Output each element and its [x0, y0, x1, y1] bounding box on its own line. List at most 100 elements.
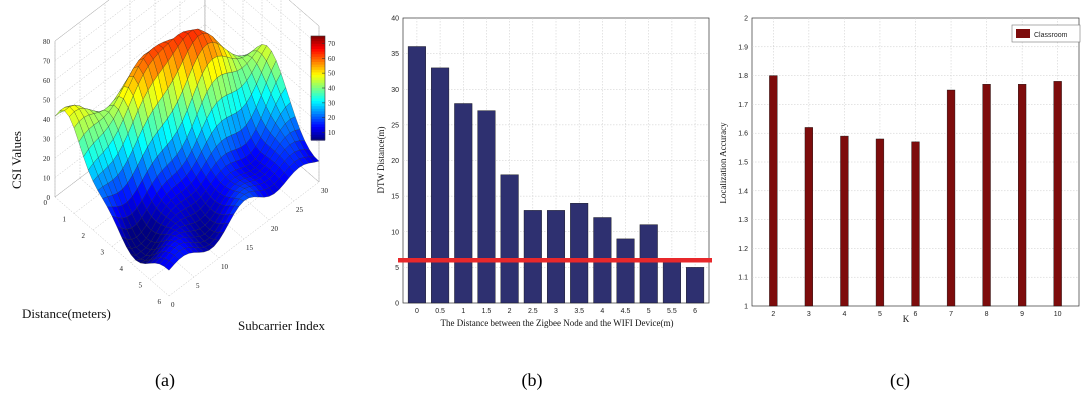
bar: [686, 267, 705, 304]
bar: [840, 135, 849, 307]
y-tick-label: 1.1: [738, 275, 748, 282]
z-tick-label: 60: [43, 77, 51, 85]
y-tick-label: 15: [246, 244, 254, 252]
legend: Classroom: [1011, 24, 1081, 43]
x-tick-label: 3.5: [574, 308, 584, 315]
y-tick-label: 0: [395, 301, 399, 308]
y-tick-label: 20: [391, 158, 399, 165]
x-tick-label: 4: [842, 311, 846, 318]
bar: [546, 210, 566, 304]
x-tick-label: 3: [101, 249, 105, 257]
y-tick-label: 30: [391, 87, 399, 94]
x-tick-label: 0: [44, 199, 48, 207]
y-tick-label: 30: [321, 187, 329, 195]
x-tick-label: 5.5: [667, 308, 677, 315]
x-tick-label: 0.5: [435, 308, 445, 315]
x-axis-label: Distance(meters): [22, 306, 111, 321]
x-tick-label: 4: [120, 265, 124, 273]
chart-b-bar: 0 5 10 15 20 25 30 35 40 0 0.5 1 1.5 2 2.5 3 3.5 4 4.5 5 5.5…: [376, 16, 712, 391]
z-tick-label: 10: [43, 175, 51, 183]
x-tick-label: 1: [461, 308, 465, 315]
y-tick-label: 1.7: [738, 102, 748, 109]
bar: [500, 174, 519, 304]
x-tick-label: 4.5: [621, 308, 631, 315]
x-tick-label: 10: [1054, 311, 1062, 318]
y-tick-label: 0: [171, 301, 175, 309]
bar: [982, 84, 991, 307]
y-tick-label: 2: [744, 16, 748, 23]
colorbar-tick-label: 20: [328, 114, 336, 122]
y-tick-label: 10: [221, 263, 229, 271]
c-x-axis-label: K: [903, 314, 910, 324]
bar: [477, 110, 496, 304]
chart-c-bar: 11.11.21.31.41.51.61.71.81.922 3 4 5 6 7 8 9 10 …: [720, 16, 1081, 391]
bar: [407, 46, 426, 304]
x-tick-label: 2.5: [528, 308, 538, 315]
z-tick-label: 40: [43, 116, 51, 124]
x-tick-label: 0: [415, 308, 419, 315]
legend-swatch: [1016, 29, 1030, 38]
y-tick-label: 1: [744, 304, 748, 311]
y-tick-label: 1.2: [738, 246, 748, 253]
x-tick-label: 8: [985, 311, 989, 318]
y-tick-label: 1.3: [738, 217, 748, 224]
x-tick-label: 1: [63, 216, 67, 224]
bar: [662, 260, 681, 304]
y-axis-label: Subcarrier Index: [238, 318, 325, 333]
z-tick-label: 30: [43, 136, 51, 144]
bar: [911, 141, 920, 307]
bar: [616, 238, 635, 304]
bar: [523, 210, 542, 304]
z-tick-label: 80: [43, 38, 51, 46]
z-tick-label: 0: [47, 194, 51, 202]
y-tick-label: 1.6: [738, 131, 748, 138]
y-tick-label: 35: [391, 51, 399, 58]
colorbar-tick-label: 60: [328, 55, 336, 63]
b-y-axis-label: DTW Distance(m): [376, 126, 386, 193]
z-tick-label: 50: [43, 97, 51, 105]
bar: [1018, 84, 1027, 307]
x-tick-label: 3: [554, 308, 558, 315]
colorbar-tick-label: 50: [328, 70, 336, 78]
c-y-axis-label: Localization Accuracy: [720, 122, 728, 204]
x-tick-label: 2: [508, 308, 512, 315]
y-tick-label: 1.4: [738, 188, 748, 195]
x-tick-label: 2: [771, 311, 775, 318]
x-tick-label: 3: [807, 311, 811, 318]
caption-c: (c): [890, 370, 910, 391]
x-tick-label: 6: [693, 308, 697, 315]
bar: [639, 224, 658, 304]
caption-b: (b): [522, 370, 543, 391]
bar: [875, 138, 885, 307]
y-tick-label: 5: [395, 265, 399, 272]
colorbar-tick-label: 30: [328, 99, 336, 107]
bar: [431, 67, 450, 304]
colorbar: 10 20 30 40 50 60 70: [310, 35, 336, 141]
y-tick-label: 40: [391, 16, 399, 23]
x-tick-label: 9: [1020, 311, 1024, 318]
bar: [804, 127, 813, 307]
bar: [570, 203, 589, 304]
z-tick-label: 70: [43, 58, 51, 66]
y-tick-label: 20: [271, 225, 279, 233]
x-tick-label: 5: [647, 308, 651, 315]
surface-mesh: [54, 28, 320, 271]
y-tick-label: 1.9: [738, 44, 748, 51]
x-tick-label: 6: [914, 311, 918, 318]
x-tick-label: 5: [139, 282, 143, 290]
x-tick-label: 1.5: [482, 308, 492, 315]
bar: [946, 89, 956, 307]
x-tick-label: 2: [82, 232, 86, 240]
colorbar-tick-label: 40: [328, 85, 336, 93]
y-tick-label: 5: [196, 282, 200, 290]
bar: [454, 103, 473, 304]
b-x-axis-label: The Distance between the Zigbee Node and…: [441, 318, 674, 328]
caption-a: (a): [155, 370, 175, 391]
x-tick-label: 6: [158, 298, 162, 306]
z-axis-label: CSI Values: [9, 131, 24, 189]
y-tick-label: 25: [391, 122, 399, 129]
y-tick-label: 10: [391, 229, 399, 236]
x-tick-label: 4: [600, 308, 604, 315]
